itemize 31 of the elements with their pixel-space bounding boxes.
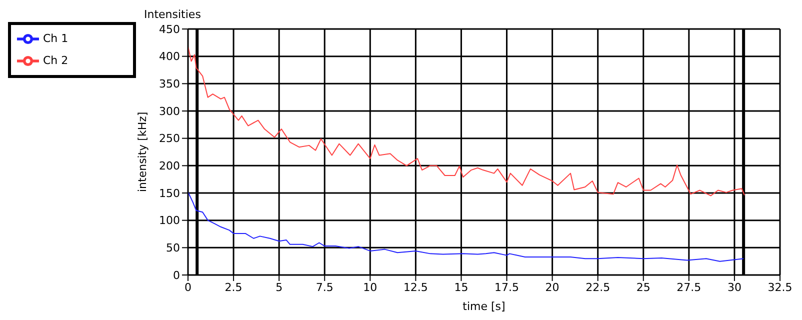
y-tick-label: 300 [159, 104, 180, 118]
x-tick-label: 22.5 [586, 280, 610, 294]
x-tick-label: 2.5 [224, 280, 242, 294]
x-tick-label: 32.5 [768, 280, 792, 294]
y-tick-label: 200 [159, 160, 180, 173]
x-tick-label: 10 [363, 280, 378, 294]
y-tick-label: 400 [159, 50, 180, 64]
x-axis-title: time [s] [462, 300, 506, 313]
y-tick-label: 50 [166, 242, 180, 255]
legend-label: Ch 2 [43, 54, 68, 68]
chart-title: Intensities [144, 8, 201, 21]
x-tick-label: 12.5 [403, 280, 428, 294]
line-series [188, 191, 744, 262]
y-tick-label: 150 [159, 186, 180, 200]
x-tick-label: 17.5 [494, 280, 520, 294]
y-tick-label: 350 [159, 78, 180, 91]
x-tick-label: 15 [454, 280, 468, 294]
y-tick-label: 100 [159, 214, 180, 228]
y-axis-title: intensity [kHz] [136, 112, 149, 192]
y-tick-label: 450 [159, 22, 180, 36]
legend-label: Ch 1 [43, 32, 68, 46]
x-tick-label: 27.5 [676, 280, 702, 294]
y-tick-label: 0 [173, 268, 180, 282]
line-series [188, 46, 745, 196]
x-tick-label: 20 [545, 280, 560, 294]
x-tick-label: 0 [184, 280, 192, 294]
x-tick-label: 25 [636, 280, 650, 294]
x-tick-label: 5 [276, 280, 283, 294]
x-tick-label: 7.5 [316, 280, 334, 294]
x-tick-label: 30 [727, 280, 742, 294]
y-tick-label: 250 [159, 132, 180, 146]
